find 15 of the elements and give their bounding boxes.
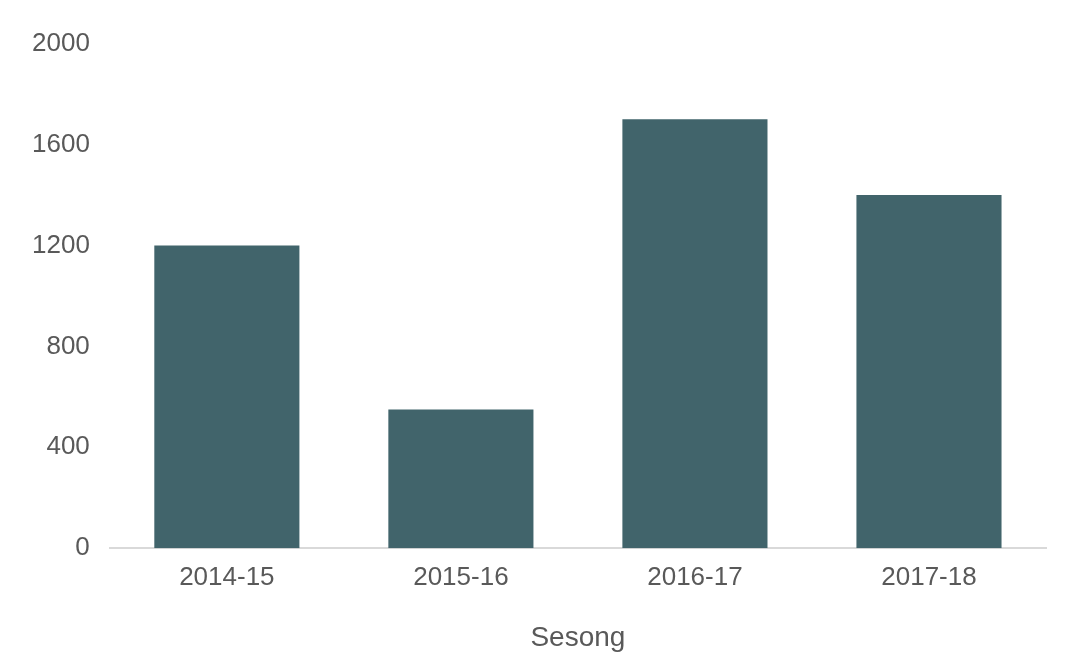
x-tick-label: 2017-18 [881,560,977,591]
bar [154,245,300,549]
y-tick-label: 2000 [32,26,90,57]
y-tick-label: 400 [46,430,90,461]
y-tick-label: 1600 [32,127,90,158]
x-axis-title: Sesong [530,620,626,652]
bar [388,409,534,549]
bar [622,119,768,549]
x-tick-label: 2015-16 [413,560,509,591]
y-tick-label: 0 [75,531,90,562]
bar [856,194,1002,549]
x-tick-label: 2016-17 [647,560,743,591]
x-tick-label: 2014-15 [179,560,275,591]
y-tick-label: 1200 [32,228,90,259]
y-tick-label: 800 [46,329,90,360]
